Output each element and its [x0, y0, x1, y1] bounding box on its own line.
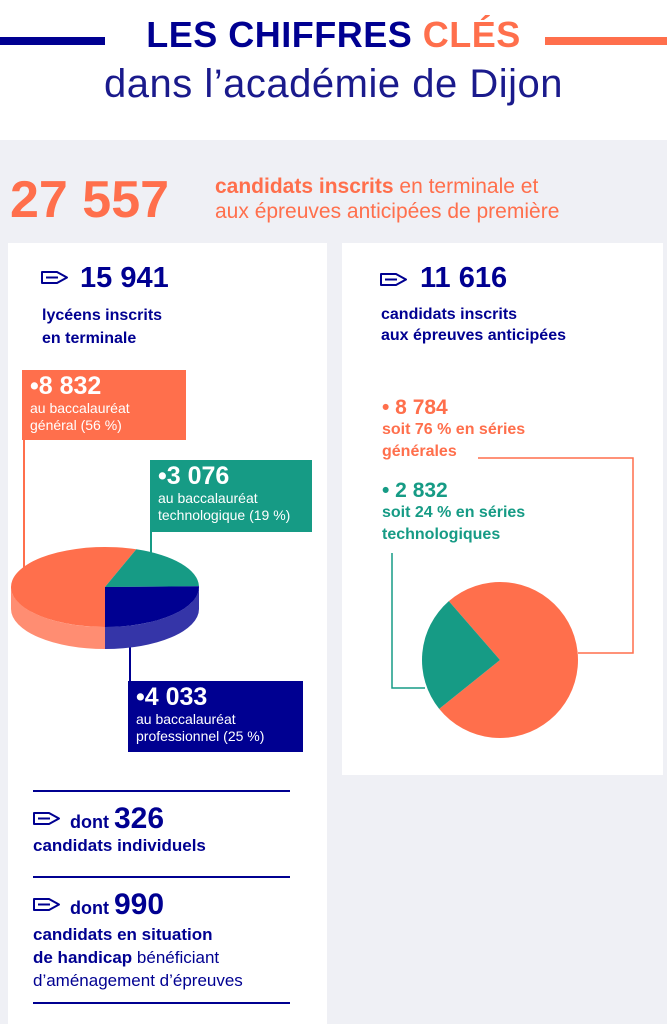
- terminale-value: 15 941: [80, 262, 169, 294]
- arrow-right-outline-icon: [33, 812, 60, 825]
- arrow-right-outline-icon: [380, 273, 407, 286]
- pie3d-slice-baccalauréat-général: [10, 547, 137, 627]
- total-label: candidats inscrits en terminale et aux ép…: [215, 175, 560, 223]
- page-title: LES CHIFFRES CLÉS: [146, 14, 521, 55]
- total-value: 27 557: [10, 171, 170, 229]
- leader-line-generales: [478, 457, 634, 654]
- header: [0, 0, 667, 140]
- segment-techno-box: •3 076 au baccalauréat technologique (19 %…: [150, 460, 312, 532]
- divider: [33, 790, 290, 792]
- pie-slice-séries-générales: [439, 582, 578, 738]
- series-techno-label: • 2 832 soit 24 % en séries technologiques: [382, 479, 526, 544]
- arrow-right-outline-icon: [33, 898, 60, 911]
- series-generales-label: • 8 784 soit 76 % en séries générales: [382, 396, 526, 461]
- divider: [33, 1002, 290, 1004]
- individuels-label: candidats individuels: [33, 836, 206, 855]
- pie3d-slice-baccalauréat-technologique: [105, 549, 199, 587]
- segment-general-box: •8 832 au baccalauréat général (56 %): [22, 370, 186, 440]
- terminale-label: lycéens inscrits en terminale: [42, 307, 163, 347]
- handicap-label: candidats en situation de handicap bénéfi…: [33, 925, 243, 990]
- title-rule-left: [0, 37, 105, 45]
- segment-pro-box: •4 033 au baccalauréat professionnel (25 %…: [128, 681, 303, 752]
- individuels-value: dont 326: [70, 802, 165, 835]
- handicap-value: dont 990: [70, 888, 165, 921]
- pie-slice-séries-technologiques: [421, 601, 500, 709]
- pie3d-slice-baccalauréat-professionnel: [105, 586, 199, 627]
- pie3d-side-baccalauréat-général: [11, 587, 105, 649]
- leader-line-technologiques: [391, 553, 425, 689]
- divider: [33, 876, 290, 878]
- title-rule-right: [545, 37, 667, 45]
- anticipees-value: 11 616: [420, 262, 508, 294]
- pie3d-side-baccalauréat-professionnel: [105, 587, 199, 649]
- anticipees-label: candidats inscrits aux épreuves anticipée…: [381, 306, 566, 344]
- page-subtitle: dans l’académie de Dijon: [104, 62, 563, 106]
- arrow-right-outline-icon: [41, 271, 68, 284]
